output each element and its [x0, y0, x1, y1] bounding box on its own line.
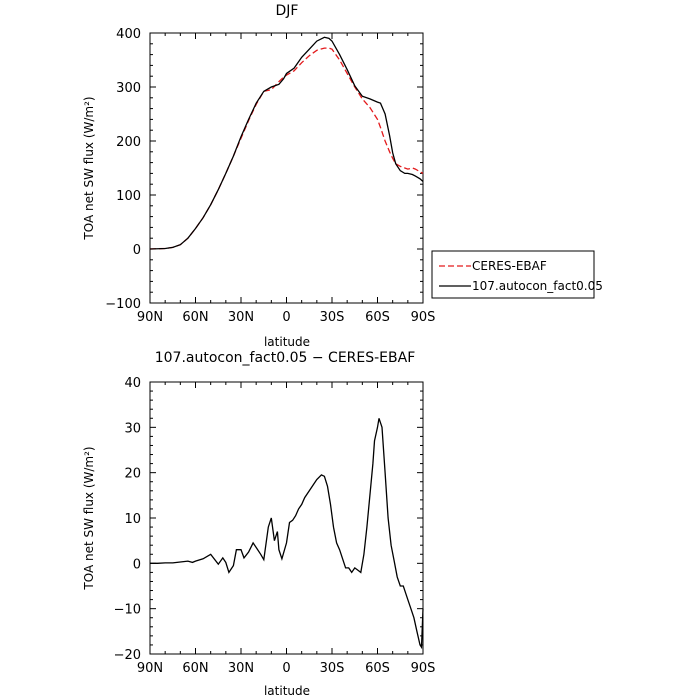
top-chart-ticks	[149, 32, 424, 304]
x-tick-label: 90N	[137, 661, 163, 676]
x-tick-label: 30N	[228, 661, 254, 676]
y-tick-label: 0	[133, 557, 141, 572]
bottom-chart-x-axis-title: latitude	[264, 684, 310, 698]
top-chart: DJF 90N 60N 30N 0 30S 60S 90S 400 300 20…	[82, 3, 435, 349]
legend-label-107-autocon-fact0-05: 107.autocon_fact0.05	[472, 279, 603, 293]
bottom-chart-ticks	[149, 381, 424, 655]
x-tick-label: 30S	[320, 310, 345, 325]
y-tick-label: 10	[124, 512, 141, 527]
y-tick-label: −20	[114, 648, 141, 663]
y-tick-label: 20	[124, 467, 141, 482]
y-tick-label: 40	[124, 376, 141, 391]
top-chart-x-tick-labels: 90N 60N 30N 0 30S 60S 90S	[137, 310, 436, 325]
x-tick-label: 60N	[182, 661, 208, 676]
x-tick-label: 30S	[320, 661, 345, 676]
series-line-difference	[150, 418, 424, 650]
x-tick-label: 90N	[137, 310, 163, 325]
y-tick-label: 400	[116, 27, 141, 42]
legend: CERES-EBAF 107.autocon_fact0.05	[431, 250, 603, 299]
bottom-chart-frame	[149, 381, 424, 655]
y-tick-label: 200	[116, 135, 141, 150]
top-chart-y-tick-labels: 400 300 200 100 0 −100	[105, 27, 141, 312]
series-line-107-autocon-fact0-05	[149, 36, 424, 250]
y-tick-label: −100	[105, 297, 141, 312]
x-tick-label: 90S	[411, 310, 436, 325]
legend-box	[431, 250, 595, 299]
x-tick-label: 60S	[365, 661, 390, 676]
series-line-ceres-ebaf	[149, 47, 424, 250]
top-chart-x-axis-title: latitude	[264, 335, 310, 349]
y-tick-label: 300	[116, 81, 141, 96]
x-tick-label: 60S	[365, 310, 390, 325]
bottom-chart: 107.autocon_fact0.05 − CERES-EBAF 90N 60…	[82, 350, 435, 698]
bottom-chart-y-axis-title: TOA net SW flux (W/m²)	[82, 446, 96, 590]
x-tick-label: 30N	[228, 310, 254, 325]
x-tick-label: 0	[282, 661, 290, 676]
x-tick-label: 0	[282, 310, 290, 325]
y-tick-label: 30	[124, 421, 141, 436]
top-chart-y-axis-title: TOA net SW flux (W/m²)	[82, 96, 96, 240]
x-tick-label: 60N	[182, 310, 208, 325]
y-tick-label: −10	[114, 603, 141, 618]
y-tick-label: 100	[116, 189, 141, 204]
top-chart-title: DJF	[276, 3, 299, 19]
x-tick-label: 90S	[411, 661, 436, 676]
bottom-chart-y-tick-labels: 40 30 20 10 0 −10 −20	[114, 376, 141, 663]
y-tick-label: 0	[133, 243, 141, 258]
legend-label-ceres-ebaf: CERES-EBAF	[472, 259, 547, 273]
bottom-chart-title: 107.autocon_fact0.05 − CERES-EBAF	[155, 350, 416, 366]
bottom-chart-x-tick-labels: 90N 60N 30N 0 30S 60S 90S	[137, 661, 436, 676]
